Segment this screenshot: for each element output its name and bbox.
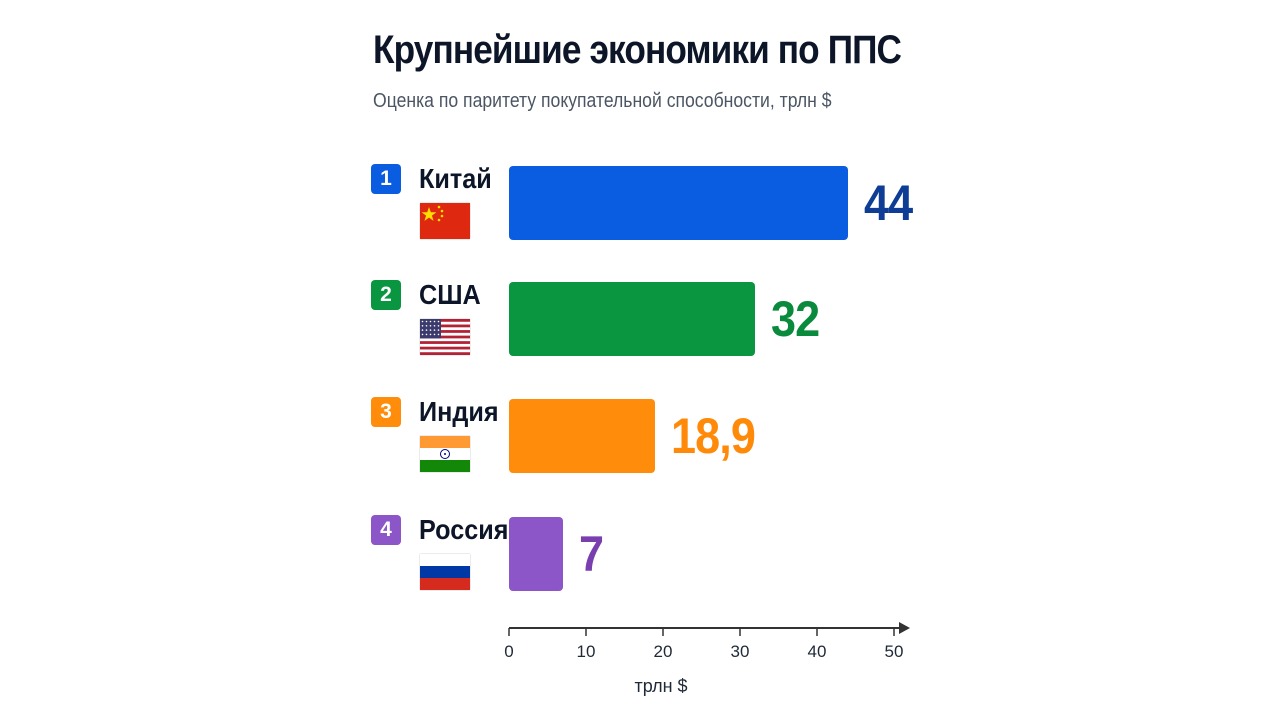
x-tick-label: 40 bbox=[807, 642, 827, 661]
category-label: Индия bbox=[419, 396, 499, 427]
data-label: 18,9 bbox=[670, 408, 756, 464]
row-label-3: 4 Россия bbox=[371, 514, 518, 546]
rank-badge: 2 bbox=[371, 280, 401, 310]
india-flag-icon bbox=[420, 436, 470, 472]
row-label-2: 3 Индия bbox=[371, 396, 507, 428]
usa-flag-icon bbox=[420, 319, 470, 355]
row-label-0: 1 Китай bbox=[371, 163, 500, 195]
bar bbox=[509, 399, 655, 473]
x-axis-title: трлн $ bbox=[634, 676, 688, 696]
russia-flag-icon bbox=[420, 554, 470, 590]
category-label: Россия bbox=[419, 514, 509, 545]
china-flag-icon bbox=[420, 203, 470, 239]
data-label: 32 bbox=[771, 291, 820, 347]
chart-subtitle: Оценка по паритету покупательной способн… bbox=[373, 90, 832, 112]
x-tick-label: 0 bbox=[504, 642, 514, 661]
rank-badge: 1 bbox=[371, 164, 401, 194]
x-axis-arrow bbox=[899, 622, 910, 634]
bar bbox=[509, 282, 756, 356]
chart-title: Крупнейшие экономики по ППС bbox=[373, 28, 902, 72]
rank-badge: 3 bbox=[371, 397, 401, 427]
rank-badge: 4 bbox=[371, 515, 401, 545]
data-label: 44 bbox=[863, 175, 913, 231]
category-label: США bbox=[419, 279, 481, 310]
bar bbox=[509, 166, 848, 240]
x-tick-label: 30 bbox=[730, 642, 750, 661]
bar bbox=[509, 517, 563, 591]
row-label-1: 2 США bbox=[371, 279, 488, 311]
data-label: 7 bbox=[578, 526, 604, 582]
x-tick-label: 20 bbox=[653, 642, 673, 661]
category-label: Китай bbox=[419, 163, 492, 194]
x-tick-label: 10 bbox=[576, 642, 596, 661]
x-tick-label: 50 bbox=[884, 642, 904, 661]
